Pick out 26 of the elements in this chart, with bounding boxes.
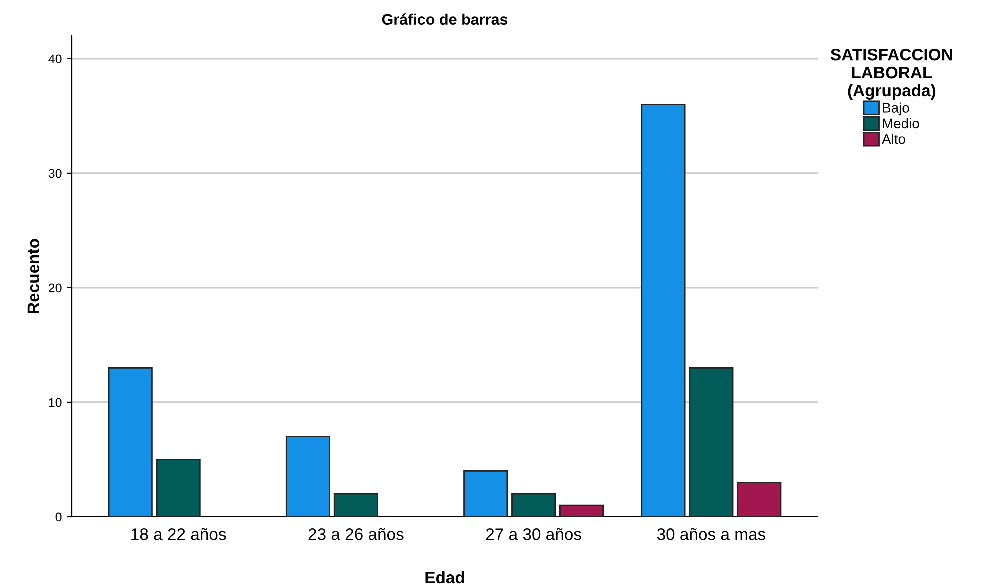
bar [737, 482, 782, 517]
y-tick-label: 30 [48, 169, 62, 178]
bar [464, 470, 508, 517]
y-tick-label: 40 [48, 54, 62, 64]
bar [334, 493, 378, 517]
bar [641, 104, 686, 517]
legend-label: Bajo [883, 102, 910, 116]
bar [689, 367, 734, 517]
y-tick-label: 0 [56, 512, 62, 522]
bar [108, 367, 153, 517]
x-tick-label: 23 a 26 años [308, 528, 404, 540]
x-axis-title: Edad [426, 571, 464, 584]
x-tick-label: 27 a 30 años [486, 528, 582, 540]
legend-label: Medio [883, 118, 920, 129]
bar [559, 504, 604, 517]
bar [286, 436, 331, 517]
legend-title: SATISFACCION LABORAL (Agrupada) [830, 48, 952, 100]
y-tick-label: 20 [49, 284, 62, 293]
bar [512, 493, 556, 517]
y-tick-label: 10 [49, 398, 62, 408]
chart-title: Gráfico de barras [382, 14, 508, 26]
y-axis-title: Recuento [28, 239, 40, 314]
x-tick-label: 18 a 22 años [132, 528, 226, 540]
legend-label: Alto [882, 134, 906, 144]
bar [156, 459, 201, 517]
x-tick-label: 30 años a mas [657, 528, 766, 540]
